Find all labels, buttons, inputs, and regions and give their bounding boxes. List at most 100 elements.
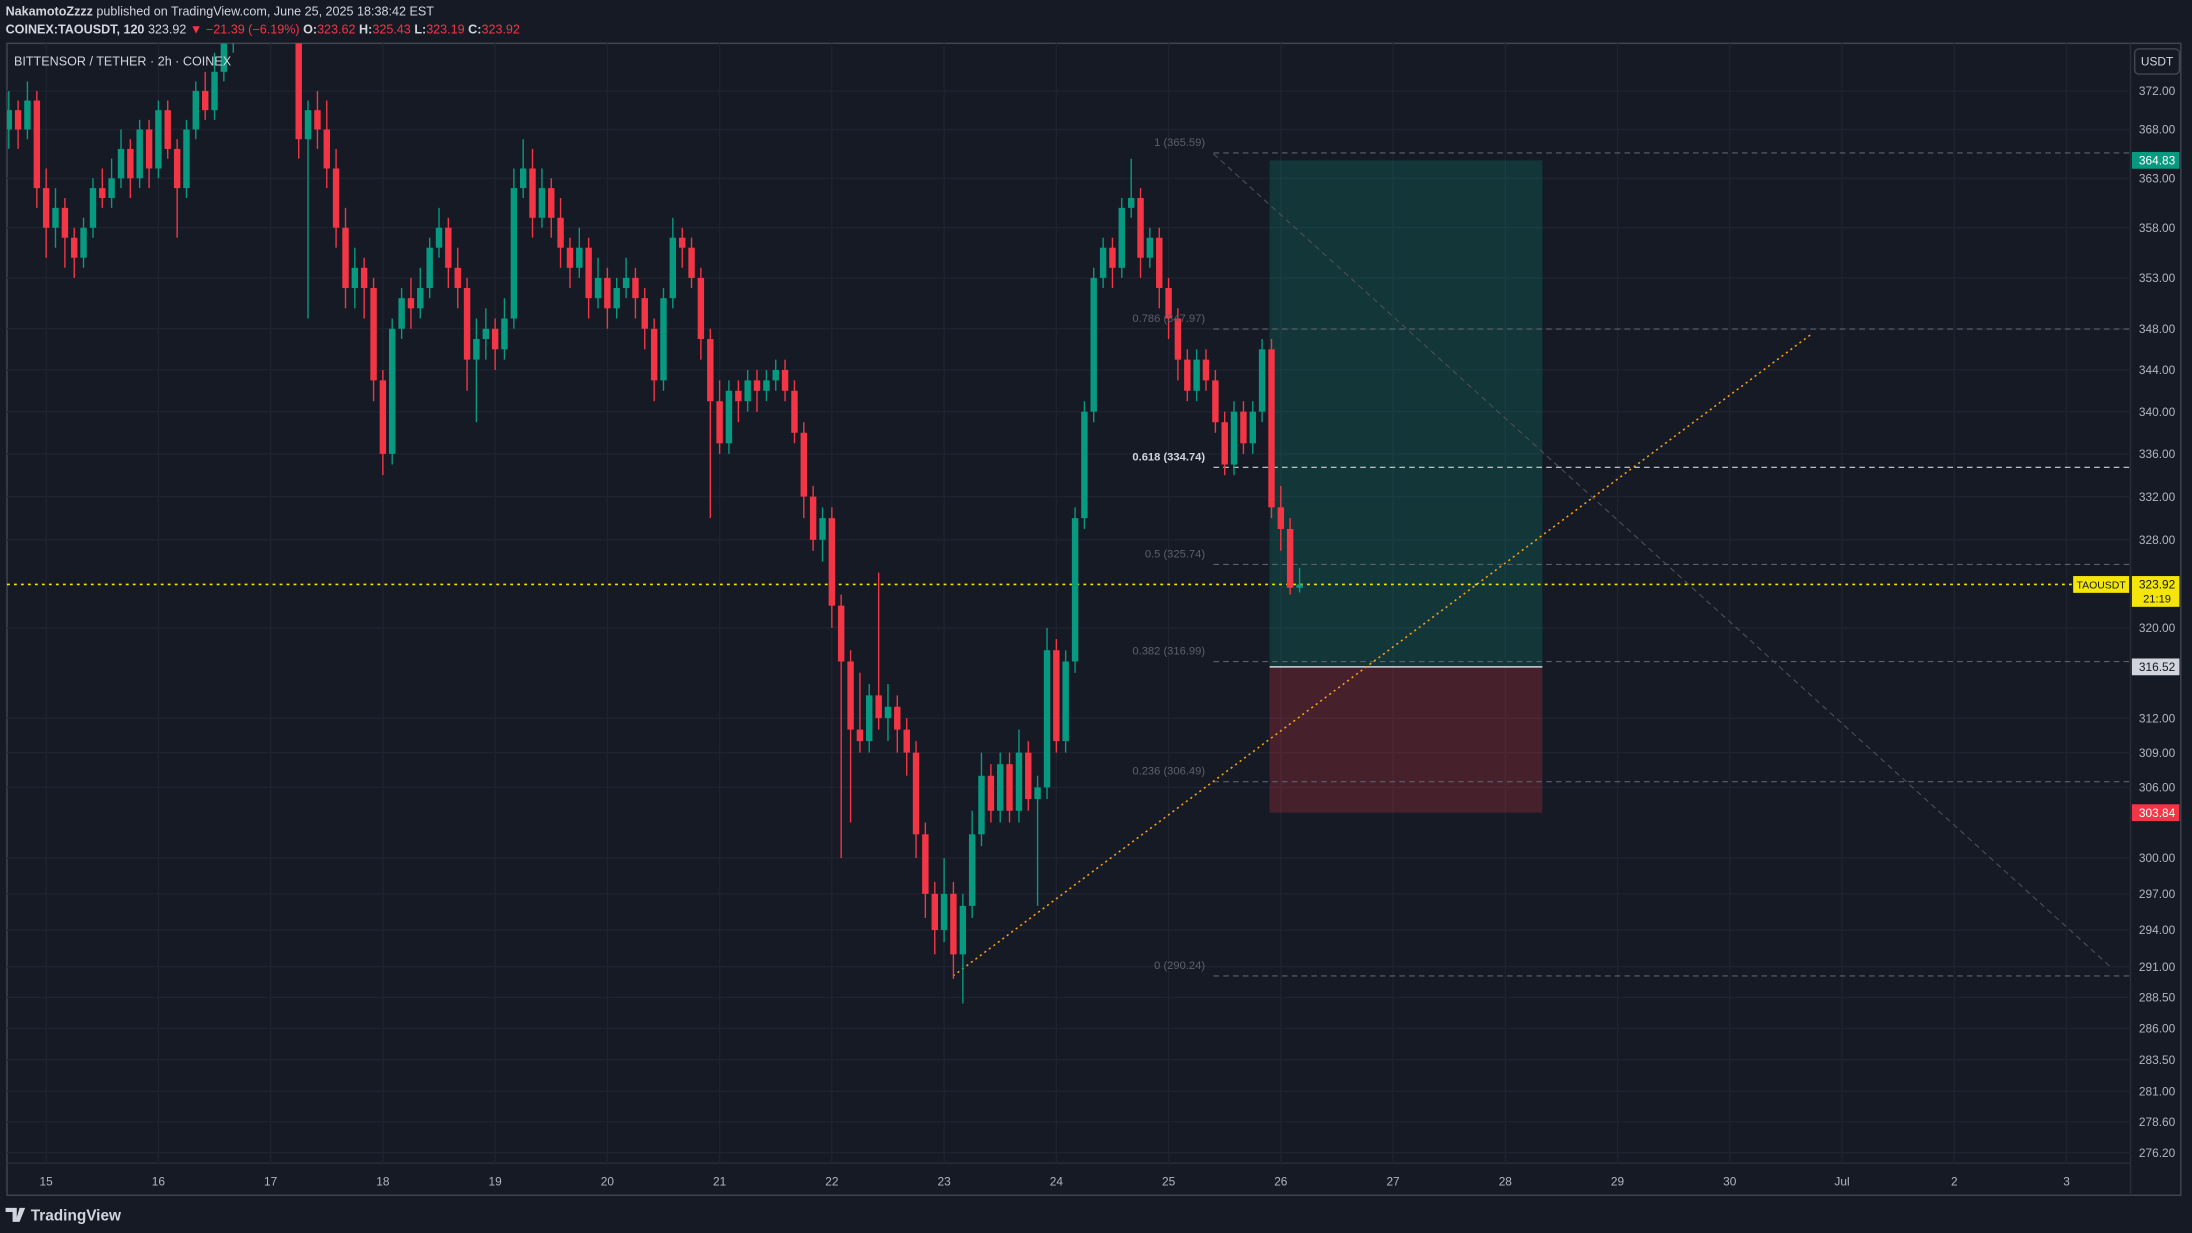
candle-body [192,90,199,130]
y-tick-label: 340.00 [2139,405,2176,419]
target-zone [1269,160,1543,667]
candle-body [1034,787,1041,800]
candle-body [1053,650,1060,742]
candle-body [417,288,424,309]
candle-body [323,129,330,169]
candle-body [304,110,312,140]
candle-body [894,706,901,730]
candle-body [220,43,228,72]
candle-body [978,775,985,835]
symbol-tag-text: TAOUSDT [2077,581,2127,592]
candle-body [99,188,106,198]
candle-body [622,277,630,289]
x-tick-label: 18 [376,1174,390,1188]
candle-body [295,43,302,140]
price-tag-text: 323.92 [2139,578,2175,592]
h: 325.43 [372,23,410,37]
x-tick-label: 21 [713,1174,727,1188]
axis: 372.00 368.00 363.00 358.00 353.00 348.00 344.… [40,84,2180,1188]
candle-body [1174,318,1182,360]
candle-body [42,188,50,228]
candle-body [1277,507,1285,529]
candle-body [1099,247,1107,278]
candle-body [548,188,555,218]
candle-body [426,247,433,289]
change: ▼ −21.39 (−6.19%) [190,23,300,37]
candle-body [866,695,873,742]
grid [6,43,2131,1164]
candle-body [6,110,13,130]
candle-body [735,390,742,402]
candle-body [847,661,854,730]
y-tick-label: 312.00 [2139,711,2176,725]
y-tick-label: 358.00 [2139,221,2176,235]
candles [6,43,1303,1004]
candle-body [1184,359,1191,391]
symbol: COINEX:TAOUSDT, 120 [6,23,145,37]
candle-body [183,129,190,189]
candle-body [585,247,592,299]
candle-body [1286,528,1294,588]
currency[interactable]: USDT [2141,55,2173,69]
candle-body [538,188,546,218]
candle-body [52,207,59,228]
stop-tag [2131,804,2180,822]
y-tick-label: 348.00 [2139,322,2176,336]
candle-body [987,775,995,811]
author: NakamotoZzzz [6,4,93,18]
y-tick-label: 278.60 [2139,1115,2176,1129]
candle-body [997,764,1004,811]
candle-body [772,369,779,381]
stop-tag-text: 303.84 [2139,806,2176,820]
currency-button[interactable] [2133,48,2181,75]
x-tick-label: 23 [937,1174,951,1188]
y-tick-label: 344.00 [2139,363,2176,377]
candle-body [155,110,162,169]
chart-title: BITTENSOR / TETHER · 2h · COINEX [14,55,232,69]
candle-body [388,328,396,454]
y-tick-label: 372.00 [2139,84,2176,98]
candle-body [725,390,733,444]
candle-body [697,277,705,340]
fib-label: 0.236 (306.49) [1132,766,1205,778]
candle-body [1296,584,1303,588]
target-tag-text: 364.83 [2139,154,2176,168]
candle-body [1127,197,1135,208]
y-tick-label: 283.50 [2139,1053,2176,1067]
h-label: H: [359,23,372,37]
candle-body [940,893,948,931]
l: 323.19 [426,23,464,37]
candle-body [1165,288,1172,319]
candle-body [1137,197,1144,258]
fib-label: 0.5 (325.74) [1145,548,1206,560]
candle-body [145,129,153,169]
y-tick-label: 300.00 [2139,851,2176,865]
c-label: C: [468,23,481,37]
candle-body [519,168,527,189]
y-tick-label: 353.00 [2139,271,2176,285]
x-tick-label: 30 [1723,1174,1737,1188]
y-tick-label: 286.00 [2139,1022,2176,1036]
x-tick-label: 20 [601,1174,615,1188]
candle-body [473,339,480,360]
candle-body [669,237,677,299]
candle-body [351,267,359,289]
diagonal-line [1213,153,2111,968]
candle-body [1071,518,1079,662]
candle-body [1015,752,1023,811]
candle-body [108,178,115,198]
candle-body [173,148,181,189]
candle-body [370,288,377,381]
candle-body [33,100,41,189]
candle-body [1202,359,1210,381]
y-tick-label: 332.00 [2139,490,2176,504]
candle-body [463,288,471,360]
candle-body [314,110,321,130]
candle-body [763,380,770,391]
y-tick-label: 288.50 [2139,991,2176,1005]
candle-body [14,110,22,130]
candle-body [744,380,751,402]
candle-body [61,207,69,238]
o-label: O: [303,23,317,37]
drawings [6,152,2131,977]
